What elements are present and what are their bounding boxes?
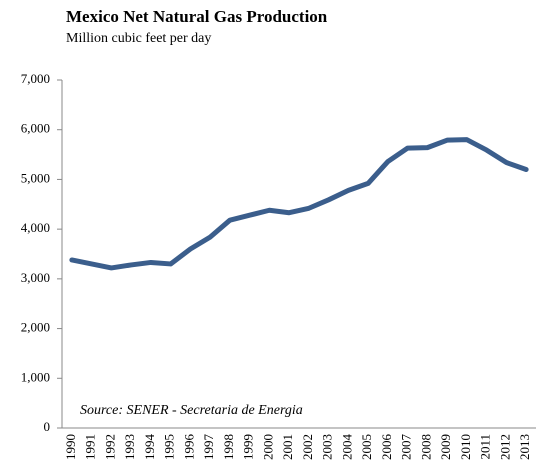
y-tick-label: 1,000 — [21, 369, 50, 384]
y-tick-label: 4,000 — [21, 220, 50, 235]
x-tick-label: 2013 — [517, 434, 532, 460]
x-tick-label: 1996 — [181, 434, 196, 461]
x-tick-label: 1998 — [221, 434, 236, 460]
x-tick-label: 2010 — [458, 434, 473, 460]
y-tick-label: 6,000 — [21, 121, 50, 136]
y-tick-label: 3,000 — [21, 270, 50, 285]
chart-title: Mexico Net Natural Gas Production — [66, 7, 328, 26]
x-tick-label: 1991 — [83, 434, 98, 460]
x-tick-label: 2005 — [359, 434, 374, 460]
x-tick-label: 2007 — [399, 434, 414, 461]
y-tick-label: 0 — [44, 419, 51, 434]
chart-subtitle: Million cubic feet per day — [66, 31, 211, 46]
source-note: Source: SENER - Secretaria de Energia — [80, 403, 303, 418]
x-tick-label: 1995 — [162, 434, 177, 460]
y-tick-label: 2,000 — [21, 320, 50, 335]
y-tick-label: 7,000 — [21, 71, 50, 86]
x-tick-label: 1990 — [63, 434, 78, 460]
x-tick-label: 1997 — [201, 434, 216, 461]
x-tick-label: 2008 — [418, 434, 433, 460]
x-tick-label: 2003 — [320, 434, 335, 460]
x-tick-label: 2006 — [379, 434, 394, 461]
x-tick-label: 1993 — [122, 434, 137, 460]
x-tick-label: 2000 — [260, 434, 275, 460]
x-tick-label: 2001 — [280, 434, 295, 460]
x-tick-label: 2002 — [300, 434, 315, 460]
y-tick-label: 5,000 — [21, 170, 50, 185]
series-line — [69, 137, 529, 271]
x-tick-label: 2009 — [438, 434, 453, 460]
x-tick-label: 2004 — [339, 434, 354, 461]
x-tick-label: 1999 — [241, 434, 256, 460]
x-tick-label: 1994 — [142, 434, 157, 461]
x-tick-label: 1992 — [102, 434, 117, 460]
x-tick-label: 2012 — [497, 434, 512, 460]
x-tick-label: 2011 — [478, 434, 493, 460]
